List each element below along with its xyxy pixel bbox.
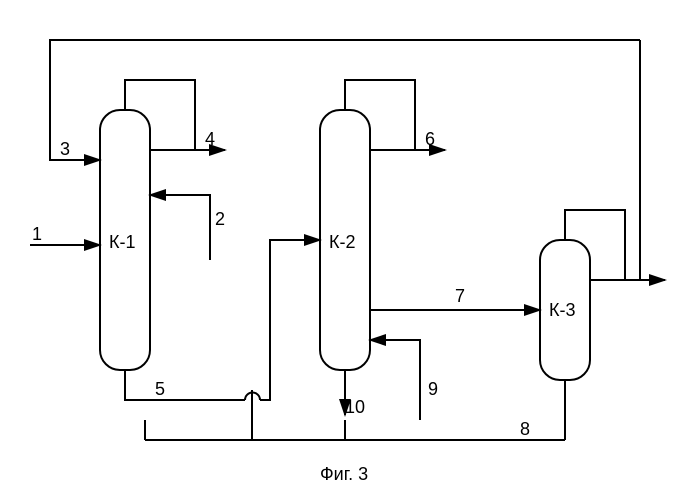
stream-4-label: 4 <box>205 129 215 149</box>
stream-7-label: 7 <box>455 286 465 306</box>
column-k2-label: К-2 <box>329 232 356 252</box>
k3-top-outlet <box>590 40 640 280</box>
stream-2-label: 2 <box>215 209 225 229</box>
stream-3-label: 3 <box>60 139 70 159</box>
figure-caption: Фиг. 3 <box>320 464 368 484</box>
stream-5-label: 5 <box>155 379 165 399</box>
column-k1-label: К-1 <box>109 232 136 252</box>
column-k3-label: К-3 <box>549 300 576 320</box>
stream-9-label: 9 <box>428 379 438 399</box>
stream-2-line <box>150 195 210 260</box>
stream-6-label: 6 <box>425 129 435 149</box>
stream-8-label: 8 <box>520 419 530 439</box>
stream-1-label: 1 <box>32 224 42 244</box>
stream-10-label: 10 <box>345 397 365 417</box>
stream-5-line <box>125 240 320 400</box>
stream-9-line <box>370 340 420 420</box>
process-flow-diagram: К-1 К-2 К-3 4 3 1 2 5 6 7 9 10 8 <box>0 0 692 500</box>
